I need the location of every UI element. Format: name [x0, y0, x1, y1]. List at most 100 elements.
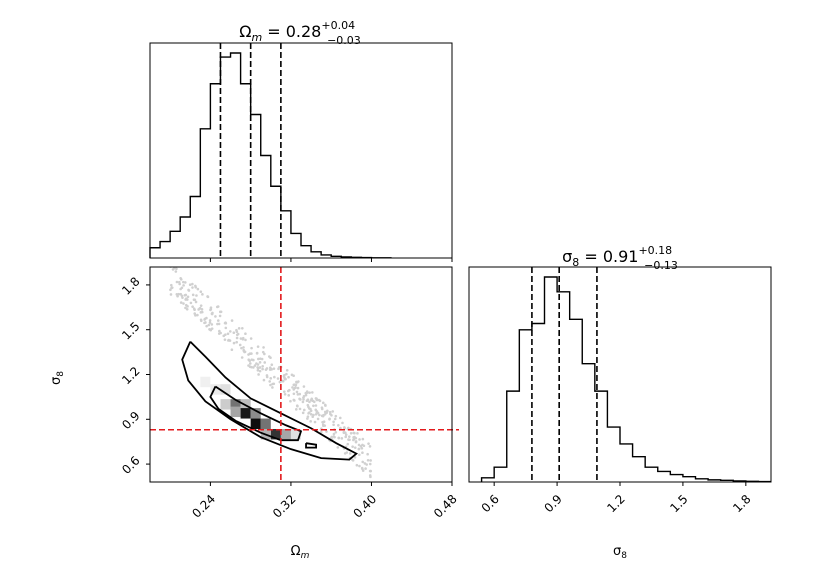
scatter-point — [343, 426, 346, 429]
scatter-point — [309, 420, 312, 423]
scatter-point — [230, 319, 234, 322]
scatter-point — [256, 368, 260, 372]
plot-area — [169, 262, 373, 479]
scatter-point — [294, 386, 297, 389]
scatter-point — [346, 442, 350, 446]
scatter-point — [252, 358, 255, 362]
scatter-point — [317, 398, 321, 402]
scatter-point — [304, 393, 308, 397]
scatter-point — [314, 412, 318, 416]
scatter-point — [196, 287, 200, 291]
scatter-point — [298, 392, 302, 396]
scatter-point — [242, 349, 246, 353]
scatter-point — [368, 469, 372, 473]
scatter-point — [256, 345, 260, 348]
scatter-point — [316, 411, 320, 415]
scatter-point — [249, 337, 253, 340]
scatter-point — [283, 377, 287, 381]
scatter-point — [182, 280, 185, 284]
scatter-point — [311, 391, 314, 394]
scatter-point — [365, 463, 369, 466]
x-tick-label: 1.2 — [604, 492, 627, 515]
y-tick-label: 1.5 — [119, 319, 142, 342]
scatter-point — [192, 307, 196, 311]
scatter-point — [339, 426, 342, 430]
scatter-point — [191, 286, 194, 289]
scatter-point — [258, 361, 262, 364]
scatter-point — [169, 262, 172, 265]
scatter-point — [257, 373, 260, 376]
scatter-point — [210, 312, 214, 316]
scatter-point — [248, 352, 252, 355]
scatter-point — [241, 326, 244, 330]
scatter-point — [207, 323, 211, 327]
scatter-point — [256, 363, 260, 366]
scatter-point — [262, 378, 266, 382]
density-cell — [240, 408, 251, 419]
scatter-point — [302, 394, 306, 398]
scatter-point — [332, 420, 335, 424]
contour-line — [305, 442, 317, 449]
scatter-point — [261, 365, 264, 368]
scatter-point — [261, 367, 264, 371]
scatter-point — [244, 338, 247, 342]
scatter-point — [287, 394, 291, 397]
scatter-point — [235, 336, 239, 340]
scatter-point — [344, 433, 348, 436]
scatter-point — [258, 366, 262, 369]
scatter-point — [179, 278, 183, 281]
scatter-point — [321, 420, 324, 424]
scatter-point — [228, 339, 232, 342]
scatter-point — [247, 358, 251, 362]
scatter-point — [321, 401, 325, 405]
omega-sigma-2d-panel: 0.24 0.32 0.40 0.48 0.6 0.9 1.2 1.5 1.8 — [119, 262, 460, 521]
x-tick-label: 0.40 — [350, 492, 379, 521]
scatter-point — [216, 319, 220, 322]
scatter-point — [320, 430, 323, 434]
density-cell — [230, 399, 241, 410]
scatter-point — [295, 404, 299, 407]
scatter-point — [342, 430, 346, 434]
histogram-step-line — [149, 52, 392, 259]
scatter-point — [323, 410, 327, 414]
scatter-point — [312, 413, 315, 417]
scatter-point — [312, 400, 316, 404]
scatter-point — [199, 290, 203, 293]
scatter-point — [238, 343, 242, 347]
scatter-point — [357, 447, 361, 451]
scatter-point — [355, 463, 359, 467]
x-tick-label: 0.24 — [189, 492, 218, 521]
x-tick-label: 0.48 — [431, 492, 460, 521]
scatter-point — [337, 436, 341, 440]
scatter-point — [175, 293, 179, 296]
scatter-point — [328, 418, 331, 421]
scatter-point — [337, 423, 340, 427]
scatter-point — [312, 404, 315, 408]
scatter-point — [296, 386, 300, 390]
scatter-point — [294, 408, 298, 411]
scatter-point — [199, 304, 203, 307]
scatter-point — [210, 323, 214, 326]
scatter-point — [232, 341, 236, 345]
scatter-point — [224, 333, 227, 336]
scatter-point — [219, 310, 223, 314]
y-tick-label: 0.9 — [119, 409, 142, 432]
scatter-point — [291, 386, 294, 389]
scatter-point — [175, 267, 178, 271]
scatter-point — [313, 420, 317, 424]
scatter-point — [364, 467, 367, 470]
scatter-point — [170, 286, 173, 290]
scatter-point — [330, 435, 334, 439]
scatter-point — [265, 367, 269, 370]
scatter-point — [192, 298, 196, 302]
scatter-point — [185, 307, 189, 311]
scatter-point — [261, 350, 265, 354]
scatter-point — [298, 397, 301, 401]
scatter-point — [353, 456, 357, 459]
scatter-point — [359, 444, 363, 448]
y-axis-label-sigma8: σ8 — [49, 371, 66, 385]
scatter-point — [316, 417, 320, 421]
scatter-point — [332, 435, 336, 438]
scatter-point — [360, 447, 364, 450]
